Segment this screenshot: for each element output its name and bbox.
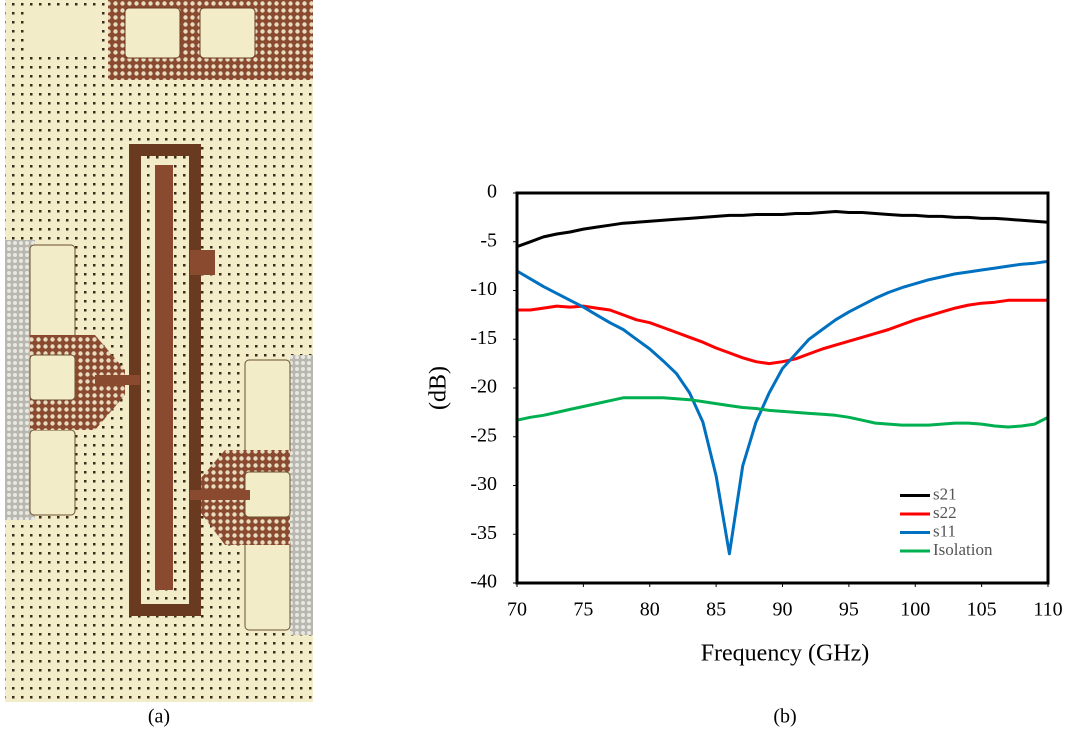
legend-label: s22 <box>933 503 957 522</box>
caption: (b) <box>773 706 796 728</box>
y-tick-label: -5 <box>480 229 497 251</box>
y-tick-label: 0 <box>487 181 497 203</box>
legend-label: s21 <box>933 484 957 503</box>
y-axis-label: (dB) <box>426 366 452 410</box>
x-tick-label: 110 <box>1033 599 1062 621</box>
x-tick-label: 105 <box>967 599 997 621</box>
x-tick-label: 90 <box>773 599 793 621</box>
y-tick-label: -10 <box>470 278 497 300</box>
y-tick-label: -35 <box>470 522 497 544</box>
y-tick-label: -40 <box>470 571 497 593</box>
series-line <box>517 298 1048 366</box>
x-tick-label: 80 <box>640 599 660 621</box>
x-tick-label: 100 <box>900 599 930 621</box>
y-tick-label: -20 <box>470 376 497 398</box>
y-tick-label: -15 <box>470 327 497 349</box>
y-tick-label: -30 <box>470 473 497 495</box>
x-tick-label: 95 <box>839 599 859 621</box>
x-tick-label: 85 <box>706 599 726 621</box>
chip-micrograph <box>5 0 313 702</box>
x-tick-label: 75 <box>573 599 593 621</box>
series-line <box>516 210 1049 249</box>
series-line <box>516 396 1049 429</box>
x-axis-label: Frequency (GHz) <box>701 641 870 667</box>
plot-frame <box>515 191 1050 585</box>
series-line <box>516 259 1049 556</box>
y-tick-label: -25 <box>470 424 497 446</box>
legend-label: Isolation <box>933 540 993 559</box>
caption: (a) <box>148 706 170 728</box>
x-tick-label: 70 <box>507 599 527 621</box>
legend-label: s11 <box>933 521 956 540</box>
